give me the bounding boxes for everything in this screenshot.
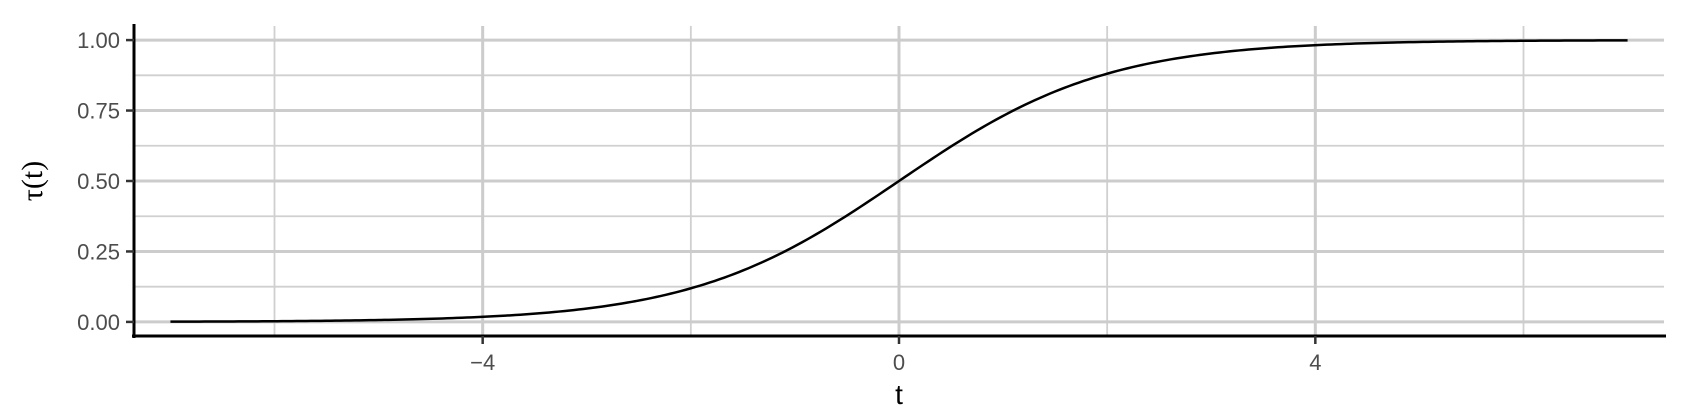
x-tick-label: −4	[470, 350, 495, 375]
tick-labels: 0.00 0.25 0.50 0.75 1.00 −4 0 4	[77, 28, 1321, 375]
y-tick-label: 0.50	[77, 169, 120, 194]
series-layer	[170, 39, 1628, 323]
y-tick-label: 0.75	[77, 99, 120, 124]
y-axis-title: τ(t)	[16, 161, 49, 201]
y-tick-label: 0.00	[77, 310, 120, 335]
x-axis-title: t	[895, 379, 903, 410]
x-tick-label: 0	[893, 350, 905, 375]
series-line	[170, 39, 1628, 323]
axes	[126, 24, 1666, 344]
y-tick-label: 1.00	[77, 28, 120, 53]
x-tick-label: 4	[1309, 350, 1321, 375]
y-tick-label: 0.25	[77, 239, 120, 264]
